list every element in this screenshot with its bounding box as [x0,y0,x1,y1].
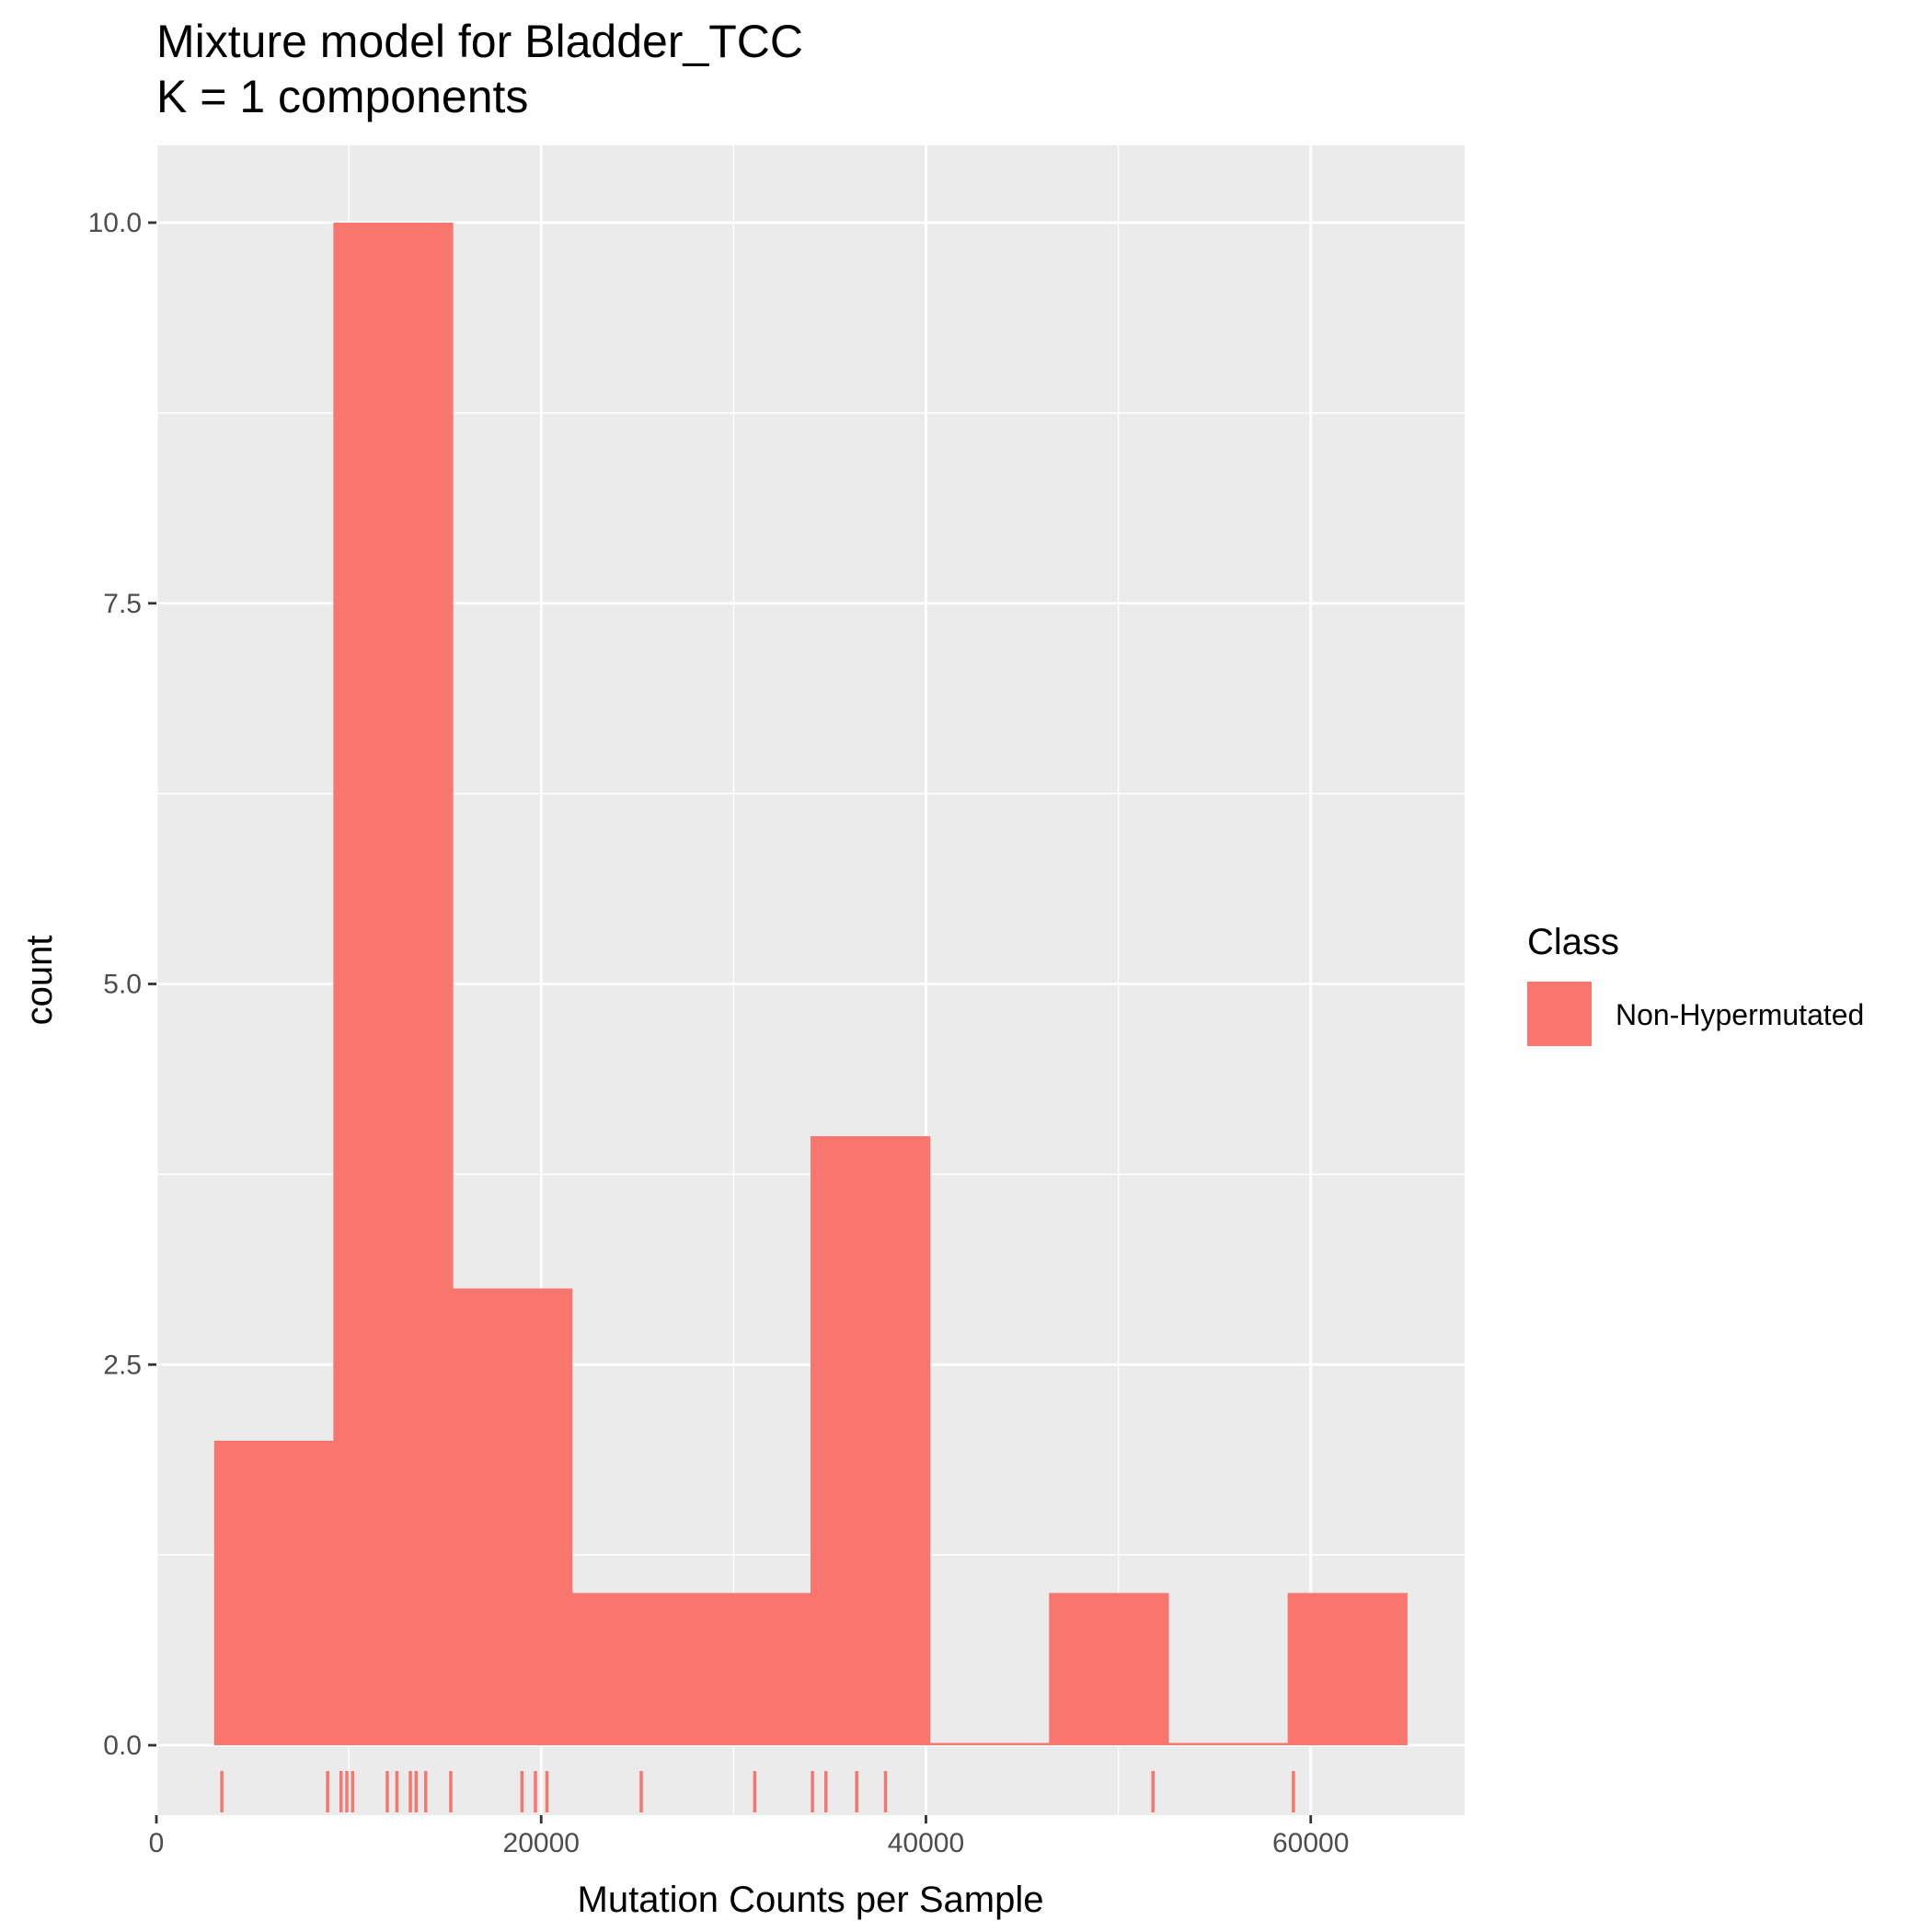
axes: 0.0 2.5 5.0 7.5 10.0 0 20000 40000 60000 [88,208,1350,1858]
histogram-bar [811,1136,931,1745]
x-axis-title: Mutation Counts per Sample [578,1880,1044,1920]
histogram-bar [1167,1742,1289,1745]
histogram-bar [213,1441,334,1745]
chart-subtitle: K = 1 components [156,71,528,122]
x-tick-label: 20000 [503,1828,580,1858]
y-axis-title: count [19,936,60,1026]
histogram-bar [333,223,454,1745]
histogram-bar [929,1742,1050,1745]
y-tick-label: 5.0 [103,970,142,1000]
histogram-bar [571,1593,692,1745]
x-tick-label: 40000 [888,1828,964,1858]
histogram-bar [453,1288,573,1745]
x-tick-label: 0 [149,1828,165,1858]
histogram-bar [1049,1593,1169,1745]
legend-title: Class [1527,922,1619,962]
y-tick-label: 2.5 [103,1350,142,1380]
legend-label: Non-Hypermutated [1616,998,1864,1031]
legend: Class Non-Hypermutated [1527,922,1864,1046]
x-tick-label: 60000 [1272,1828,1349,1858]
histogram-bar [691,1593,811,1745]
chart-title: Mixture model for Bladder_TCC [156,16,803,67]
y-tick-label: 10.0 [88,208,142,238]
legend-swatch [1527,982,1592,1046]
y-tick-label: 0.0 [103,1731,142,1761]
y-tick-label: 7.5 [103,589,142,619]
rug-marks [220,1771,1295,1812]
histogram-bars [213,223,1408,1745]
histogram-bar [1287,1593,1408,1745]
